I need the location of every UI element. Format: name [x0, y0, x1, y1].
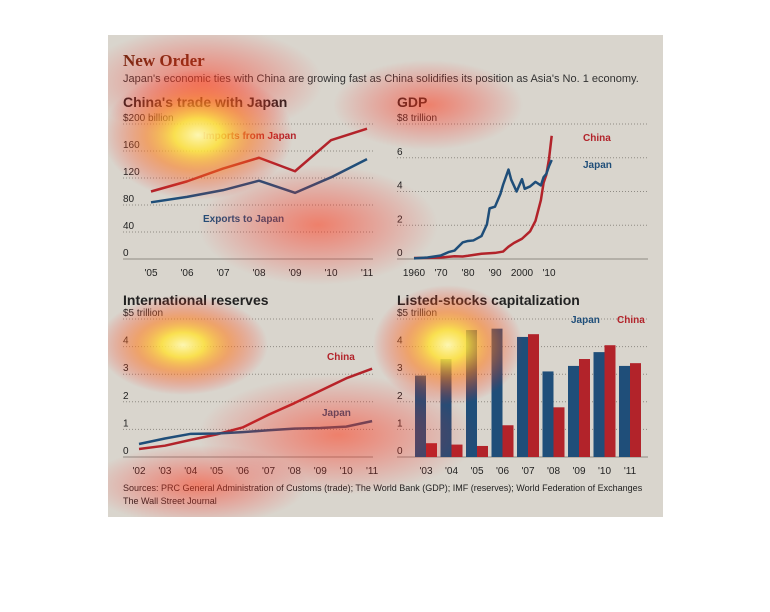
series-label: China [617, 315, 645, 326]
bar-china [426, 443, 437, 457]
x-tick-label: '05 [470, 466, 483, 477]
series-label: Japan [583, 160, 612, 171]
x-tick-label: '06 [180, 268, 193, 279]
bar-china [604, 345, 616, 457]
bar-japan [619, 365, 630, 457]
bar-china [477, 445, 488, 457]
series-label: China [327, 352, 355, 363]
series-line [413, 135, 553, 260]
x-tick-label: '09 [572, 466, 585, 477]
bar-japan [568, 365, 579, 457]
bar-china [502, 425, 514, 457]
x-tick-label: '04 [445, 466, 458, 477]
bar-japan [517, 336, 528, 457]
x-tick-label: '11 [624, 466, 637, 477]
series-label: China [583, 133, 611, 144]
y-tick-label: 0 [397, 446, 403, 457]
x-tick-label: '08 [547, 466, 560, 477]
y-tick-label: 0 [123, 248, 129, 259]
y-tick-label: 3 [397, 363, 403, 374]
bar-china [553, 407, 565, 457]
bar-china [528, 334, 539, 457]
bar-china [451, 444, 463, 457]
x-tick-label: '80 [461, 268, 474, 279]
bar-japan [593, 352, 605, 457]
x-tick-label: '05 [144, 268, 157, 279]
series-label: Japan [571, 315, 600, 326]
x-tick-label: '07 [521, 466, 534, 477]
bar-japan [491, 328, 503, 457]
y-tick-label: 2 [397, 391, 403, 402]
bar-china [579, 359, 590, 457]
bar-china [630, 363, 641, 457]
y-tick-label: 40 [123, 221, 135, 232]
y-tick-label: 6 [397, 147, 403, 158]
stocks-chart: 0 1 2 3 4 $5 trillion '03 '04 '05 '06 '07 '08 '09 '10… [397, 308, 648, 477]
y-tick-label: $5 trillion [397, 308, 437, 319]
bar-japan [466, 330, 477, 457]
bar-japan [440, 359, 452, 457]
x-tick-label: '10 [542, 268, 555, 279]
bar-japan [542, 371, 554, 457]
x-tick-label: '03 [419, 466, 432, 477]
publisher-credit: The Wall Street Journal [123, 496, 217, 506]
x-tick-label: '90 [488, 268, 501, 279]
x-tick-label: '70 [434, 268, 447, 279]
x-tick-label: '10 [598, 466, 611, 477]
infographic-panel: New Order Japan's economic ties with Chi… [108, 35, 663, 517]
y-tick-label: 1 [397, 418, 403, 429]
y-tick-label: 1 [123, 418, 129, 429]
y-tick-label: 2 [123, 391, 129, 402]
sources-note: Sources: PRC General Administration of C… [123, 483, 643, 493]
x-tick-label: 2000 [511, 268, 534, 279]
series-line [413, 159, 553, 260]
x-tick-label: '06 [496, 466, 509, 477]
bar-japan [415, 375, 426, 457]
y-tick-label: 4 [397, 336, 403, 347]
